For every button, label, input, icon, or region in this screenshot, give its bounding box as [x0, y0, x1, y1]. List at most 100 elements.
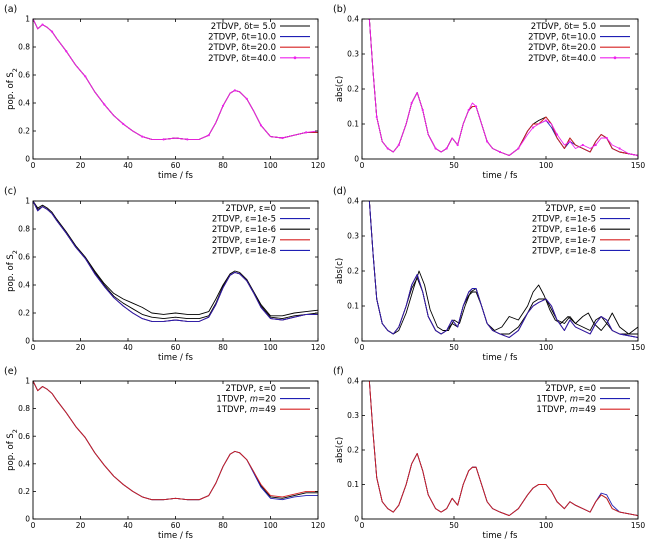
y-tick-label: 0.2 [18, 487, 30, 496]
y-axis-label: pop. of S2 [6, 68, 19, 110]
y-tick-label: 0.3 [347, 411, 359, 420]
legend-entry-2: 2TDVP, δt=10.0 [208, 33, 276, 43]
chart-panel-f: 0 50 100 150 0 0.1 0.2 0.3 0.4 time / fs abs(c) (f)… [333, 366, 645, 541]
legend-entry-1: 2TDVP, ε=0 [226, 384, 276, 394]
series-marker [259, 124, 263, 127]
series-line-3 [368, 19, 638, 156]
series-marker [397, 143, 400, 147]
series-marker [186, 138, 189, 141]
series-line-3 [368, 201, 638, 335]
axes-frame [361, 18, 639, 160]
legend-entry-2: 1TDVP, m=20 [216, 395, 276, 405]
y-tick-label: 0.3 [347, 50, 359, 59]
y-tick-label: 0.4 [347, 15, 359, 24]
x-tick-label: 60 [171, 161, 181, 170]
series-marker [445, 147, 448, 150]
series-marker [281, 136, 284, 140]
x-tick-label: 100 [263, 161, 278, 170]
series-marker [141, 135, 144, 138]
y-tick-label: 0.8 [18, 43, 30, 52]
legend-entry-4: 2TDVP, δt=40.0 [528, 54, 596, 64]
series-marker [207, 134, 210, 137]
series-marker [517, 147, 520, 150]
x-tick-label: 0 [31, 521, 36, 530]
x-tick-label: 0 [31, 343, 36, 352]
series-marker [122, 122, 125, 126]
series-line-4 [33, 19, 318, 140]
series-line-5 [368, 201, 638, 338]
legend-entry-3: 2TDVP, ε=1e-6 [532, 225, 596, 235]
legend-entry-4: 2TDVP, δt=40.0 [208, 54, 276, 64]
series-marker [544, 119, 548, 122]
chart-panel-e: 0 20 40 60 80 100 120 0 0.2 0.4 0.6 0.8 1 time / fs po… [4, 366, 325, 541]
series-line-5 [33, 201, 318, 322]
series-line-2 [368, 381, 638, 516]
y-tick-label: 0 [354, 515, 359, 524]
legend-entry-4: 2TDVP, ε=1e-7 [532, 236, 596, 246]
series-marker [594, 143, 597, 147]
series-marker [555, 133, 559, 136]
y-tick-label: 1 [25, 377, 30, 386]
series-marker [486, 140, 489, 143]
series-marker [434, 147, 437, 150]
series-marker [568, 140, 572, 143]
series-marker [375, 115, 378, 119]
legend-entry-2: 2TDVP, δt=10.0 [528, 33, 596, 43]
x-tick-label: 120 [311, 343, 326, 352]
panel-label: (b) [333, 4, 346, 15]
panel-label: (c) [4, 186, 17, 197]
y-tick-label: 0.6 [18, 71, 30, 80]
y-tick-label: 1 [25, 15, 30, 24]
y-tick-label: 0.4 [347, 197, 359, 206]
x-tick-label: 20 [76, 343, 86, 352]
x-tick-label: 40 [123, 161, 133, 170]
x-axis-label: time / fs [483, 531, 518, 541]
x-tick-label: 20 [76, 161, 86, 170]
series-marker [245, 97, 248, 100]
series-line-3 [368, 381, 638, 516]
x-axis-label: time / fs [158, 171, 193, 181]
chart-panel-b: 0 50 100 150 0 0.1 0.2 0.3 0.4 time / fs abs(c) (b)… [333, 4, 645, 181]
series-marker [41, 23, 44, 26]
x-tick-label: 80 [218, 521, 228, 530]
y-tick-label: 0.1 [347, 302, 359, 311]
series-marker [456, 143, 459, 147]
x-tick-label: 120 [311, 161, 326, 170]
series-line-2 [368, 201, 638, 338]
y-tick-label: 0 [354, 337, 359, 346]
legend-entry-4: 2TDVP, ε=1e-7 [212, 236, 276, 246]
y-tick-label: 0 [25, 515, 30, 524]
series-marker [605, 136, 608, 140]
y-axis-label: abs(c) [335, 76, 345, 102]
y-axis-label: abs(c) [335, 258, 345, 284]
panel-label: (a) [4, 4, 17, 15]
y-tick-label: 0.1 [347, 120, 359, 129]
y-tick-label: 0.4 [18, 459, 30, 468]
series-marker [386, 147, 389, 150]
series-marker [65, 50, 68, 53]
axes-frame [361, 380, 639, 520]
series-marker [581, 143, 584, 147]
legend-entry-2: 1TDVP, m=20 [536, 395, 596, 405]
y-tick-label: 0.8 [18, 225, 30, 234]
x-tick-label: 0 [31, 161, 36, 170]
y-tick-label: 0.4 [347, 377, 359, 386]
y-tick-label: 0.4 [18, 281, 30, 290]
legend-entry-5: 2TDVP, ε=1e-8 [532, 246, 596, 256]
x-axis-label: time / fs [483, 171, 518, 181]
series-marker [103, 103, 106, 106]
y-tick-label: 0.6 [18, 253, 30, 262]
legend-entry-2: 2TDVP, ε=1e-5 [212, 215, 276, 225]
series-marker [233, 89, 236, 92]
x-tick-label: 40 [123, 521, 133, 530]
legend-entry-1: 2TDVP, δt= 5.0 [531, 22, 596, 32]
x-tick-label: 60 [171, 521, 181, 530]
series-marker [50, 30, 54, 33]
series-line-3 [33, 381, 318, 501]
series-marker [467, 108, 470, 112]
x-axis-label: time / fs [158, 531, 193, 541]
series-line-1 [33, 201, 318, 317]
panel-label: (f) [333, 366, 344, 377]
x-tick-label: 40 [123, 343, 133, 352]
